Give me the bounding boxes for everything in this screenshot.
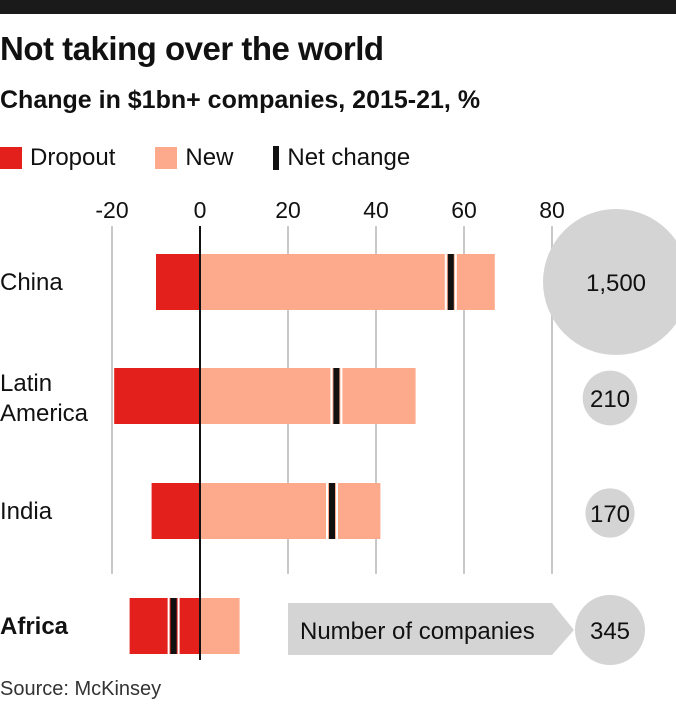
net-change-marker [333,368,340,424]
legend: Dropout New Net change [0,142,450,174]
company-count-label: 1,500 [586,270,646,297]
net-change-marker [329,483,335,539]
bar-dropout [114,368,200,424]
source-note: Source: McKinsey [0,678,162,700]
bar-dropout [129,598,200,654]
legend-swatch-dropout [0,147,22,169]
legend-label-dropout: Dropout [30,144,116,171]
net-change-marker [170,598,177,654]
company-count-bubble [582,370,638,426]
legend-swatch-net [273,146,280,170]
legend-item-net: Net change [273,144,410,172]
x-tick-label: -20 [95,197,128,223]
company-count-label: 345 [590,618,630,645]
chart-subtitle: Change in $1bn+ companies, 2015-21, % [0,86,481,114]
category-label: Africa [0,613,69,640]
bar-dropout [156,254,200,310]
x-tick-label: 80 [539,197,565,223]
company-count-label: 210 [590,386,630,413]
category-label: Latin [0,370,52,397]
legend-label-net: Net change [287,144,411,171]
net-change-marker [447,254,454,310]
top-rule [0,0,676,14]
company-count-bubble [543,209,676,355]
x-tick-label: 40 [363,197,389,223]
x-tick-label: 20 [275,197,301,223]
company-count-bubble [574,594,646,666]
bar-dropout [151,483,200,539]
bar-new [200,483,381,539]
x-tick-label: 60 [451,197,477,223]
category-label: America [0,400,89,427]
legend-swatch-new [155,147,178,169]
legend-item-new: New [155,144,233,172]
legend-label-new: New [185,144,234,171]
company-count-label: 170 [590,501,630,528]
x-tick-label: 0 [194,197,207,223]
company-count-bubble [585,488,635,538]
note-callout-box [288,603,574,655]
bar-new [200,598,240,654]
category-label: India [0,498,53,525]
category-label: China [0,269,63,296]
chart-title: Not taking over the world [0,30,384,67]
legend-item-dropout: Dropout [0,144,115,172]
bar-new [200,368,416,424]
note-callout-label: Number of companies [300,618,535,645]
